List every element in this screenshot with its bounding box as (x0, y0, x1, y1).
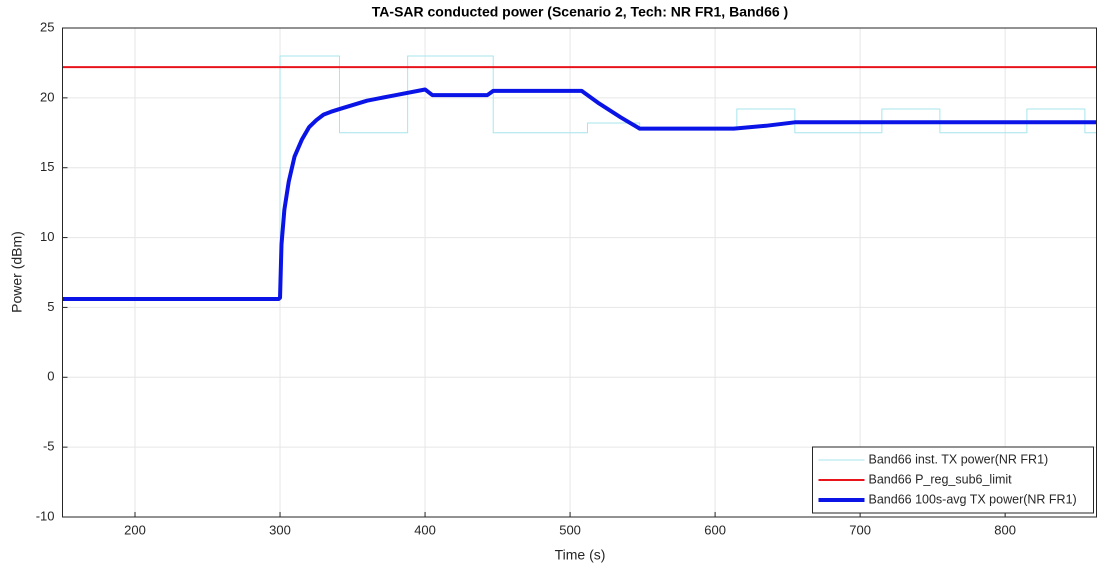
chart-title: TA-SAR conducted power (Scenario 2, Tech… (372, 4, 788, 20)
y-axis-label: Power (dBm) (9, 231, 25, 313)
x-tick-label: 300 (269, 522, 291, 537)
y-tick-label: 10 (40, 229, 54, 244)
legend-label: Band66 100s-avg TX power(NR FR1) (869, 492, 1077, 506)
legend-label: Band66 P_reg_sub6_limit (869, 472, 1013, 486)
y-tick-label: 20 (40, 89, 54, 104)
y-tick-label: 15 (40, 159, 54, 174)
x-tick-label: 700 (849, 522, 871, 537)
x-tick-label: 200 (124, 522, 146, 537)
y-tick-label: 0 (47, 369, 54, 384)
x-tick-label: 800 (994, 522, 1016, 537)
x-tick-label: 400 (414, 522, 436, 537)
x-axis-label: Time (s) (555, 547, 606, 563)
series-line (62, 87, 1097, 302)
x-tick-label: 500 (559, 522, 581, 537)
y-tick-label: 25 (40, 19, 54, 34)
axes-box (62, 27, 1097, 518)
legend-label: Band66 inst. TX power(NR FR1) (869, 452, 1049, 466)
plot-area (62, 28, 1097, 517)
y-tick-label: -10 (36, 508, 55, 523)
y-tick-label: 5 (47, 299, 54, 314)
x-tick-label: 600 (704, 522, 726, 537)
y-tick-label: -5 (43, 439, 55, 454)
